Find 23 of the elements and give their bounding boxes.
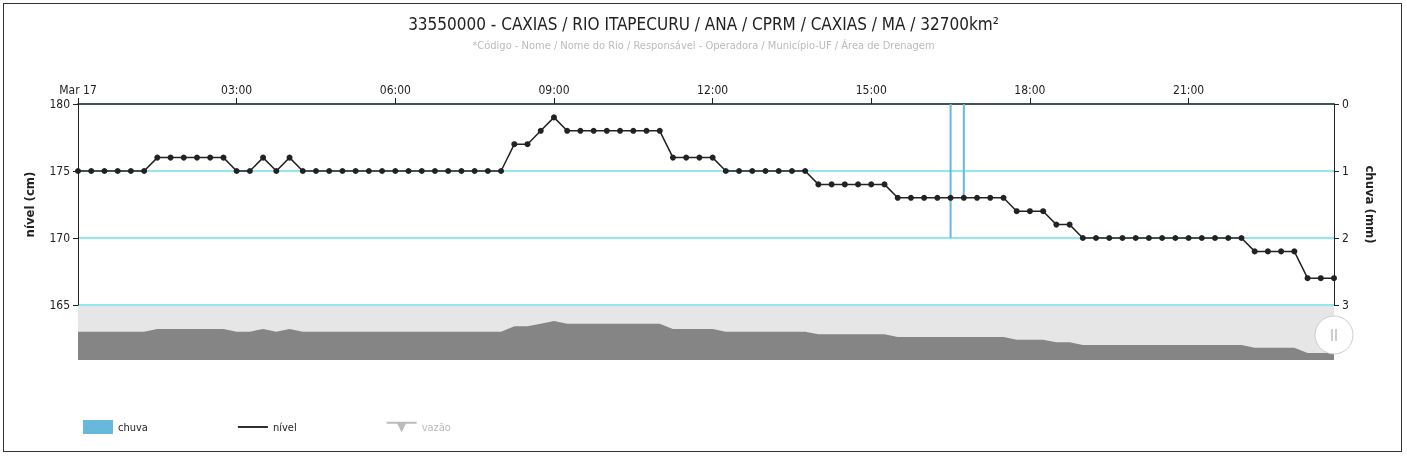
y2-tick-label: 0: [1342, 97, 1349, 111]
y2-tick-label: 3: [1342, 298, 1349, 312]
x-tick-label: 21:00: [1173, 83, 1205, 97]
x-tick-label: 03:00: [221, 83, 253, 97]
y2-tick-label: 1: [1342, 164, 1349, 178]
y-axis-title: nível (cm): [22, 171, 37, 238]
legend-label: nível: [272, 420, 297, 434]
x-tick-label: 12:00: [697, 83, 729, 97]
y2-tick-label: 2: [1342, 231, 1349, 245]
x-tick-label: 09:00: [538, 83, 570, 97]
y2-axis-title: chuva (mm): [1363, 165, 1378, 244]
x-tick-label: 06:00: [379, 83, 411, 97]
x-tick-label: 18:00: [1014, 83, 1046, 97]
legend-label: chuva: [118, 420, 148, 434]
y-tick-label: 170: [49, 231, 71, 245]
y-tick-label: 180: [49, 97, 71, 111]
y-tick-label: 165: [49, 298, 70, 312]
chart-subtitle: *Código - Nome / Nome do Rio / Responsável - Operadora / Município-UF / Área de Drenagem: [472, 39, 935, 52]
chart-title: 33550000 - CAXIAS / RIO ITAPECURU / ANA / CPRM / CAXIAS / MA / 32700km²: [408, 13, 999, 34]
x-tick-label: Mar 17: [59, 83, 97, 97]
legend-label: vazão: [421, 420, 451, 434]
x-tick-label: 15:00: [855, 83, 887, 97]
y-tick-label: 175: [49, 164, 70, 178]
